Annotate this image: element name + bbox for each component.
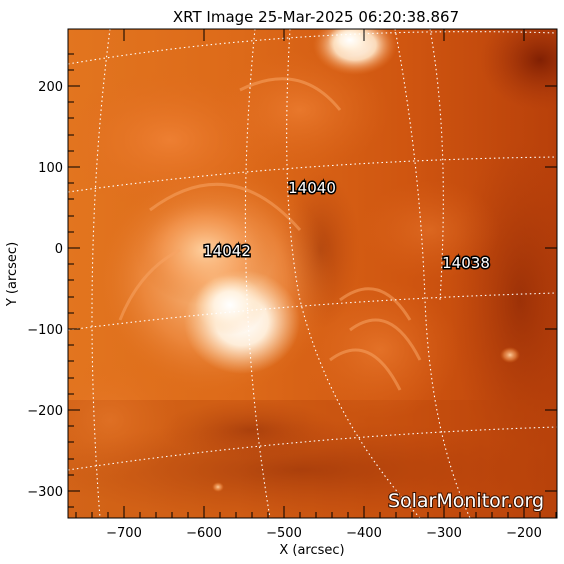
x-tick-label: −500	[266, 526, 302, 541]
xrt-image	[68, 29, 557, 518]
heliographic-grid	[68, 29, 557, 518]
x-tick-label: −200	[506, 526, 542, 541]
y-tick-label: −300	[27, 485, 63, 500]
y-tick-label: 200	[38, 80, 63, 95]
x-axis-label: X (arcsec)	[279, 543, 344, 558]
x-tick-label: −700	[106, 526, 142, 541]
region-label-14042: 14042	[203, 242, 251, 260]
y-tick-labels: 200 100 0 −100 −200 −300	[27, 80, 63, 500]
y-tick-label: 0	[55, 242, 63, 257]
plot-frame	[67, 28, 558, 519]
x-tick-label: −400	[346, 526, 382, 541]
region-labels: 14040 14042 14038	[202, 178, 492, 274]
region-label-14038: 14038	[442, 254, 490, 272]
region-label-14040: 14040	[288, 179, 336, 197]
x-tick-labels: −700 −600 −500 −400 −300 −200	[106, 526, 542, 541]
y-tick-label: 100	[38, 161, 63, 176]
solarmonitor-watermark: SolarMonitor.org	[388, 490, 544, 512]
y-tick-label: −200	[27, 404, 63, 419]
axis-ticks	[68, 29, 557, 518]
x-tick-label: −300	[426, 526, 462, 541]
y-tick-label: −100	[27, 323, 63, 338]
y-axis-label: Y (arcsec)	[5, 242, 20, 307]
figure-title: XRT Image 25-Mar-2025 06:20:38.867	[173, 8, 459, 26]
x-tick-label: −600	[186, 526, 222, 541]
